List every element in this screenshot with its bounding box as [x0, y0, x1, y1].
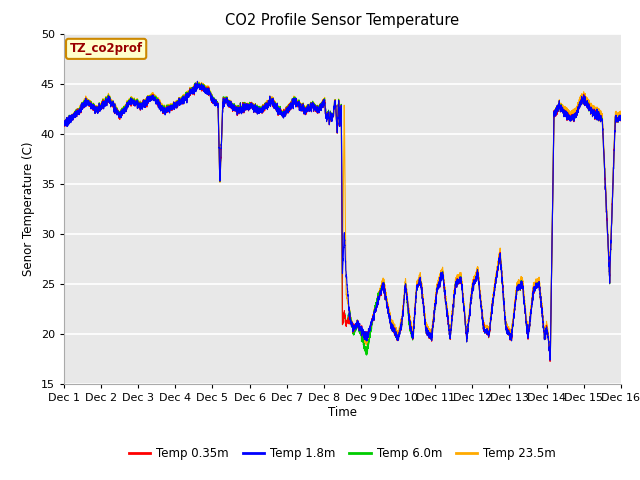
Text: TZ_co2prof: TZ_co2prof	[70, 42, 143, 55]
X-axis label: Time: Time	[328, 406, 357, 419]
Legend: Temp 0.35m, Temp 1.8m, Temp 6.0m, Temp 23.5m: Temp 0.35m, Temp 1.8m, Temp 6.0m, Temp 2…	[124, 443, 561, 465]
Y-axis label: Senor Temperature (C): Senor Temperature (C)	[22, 142, 35, 276]
Title: CO2 Profile Sensor Temperature: CO2 Profile Sensor Temperature	[225, 13, 460, 28]
